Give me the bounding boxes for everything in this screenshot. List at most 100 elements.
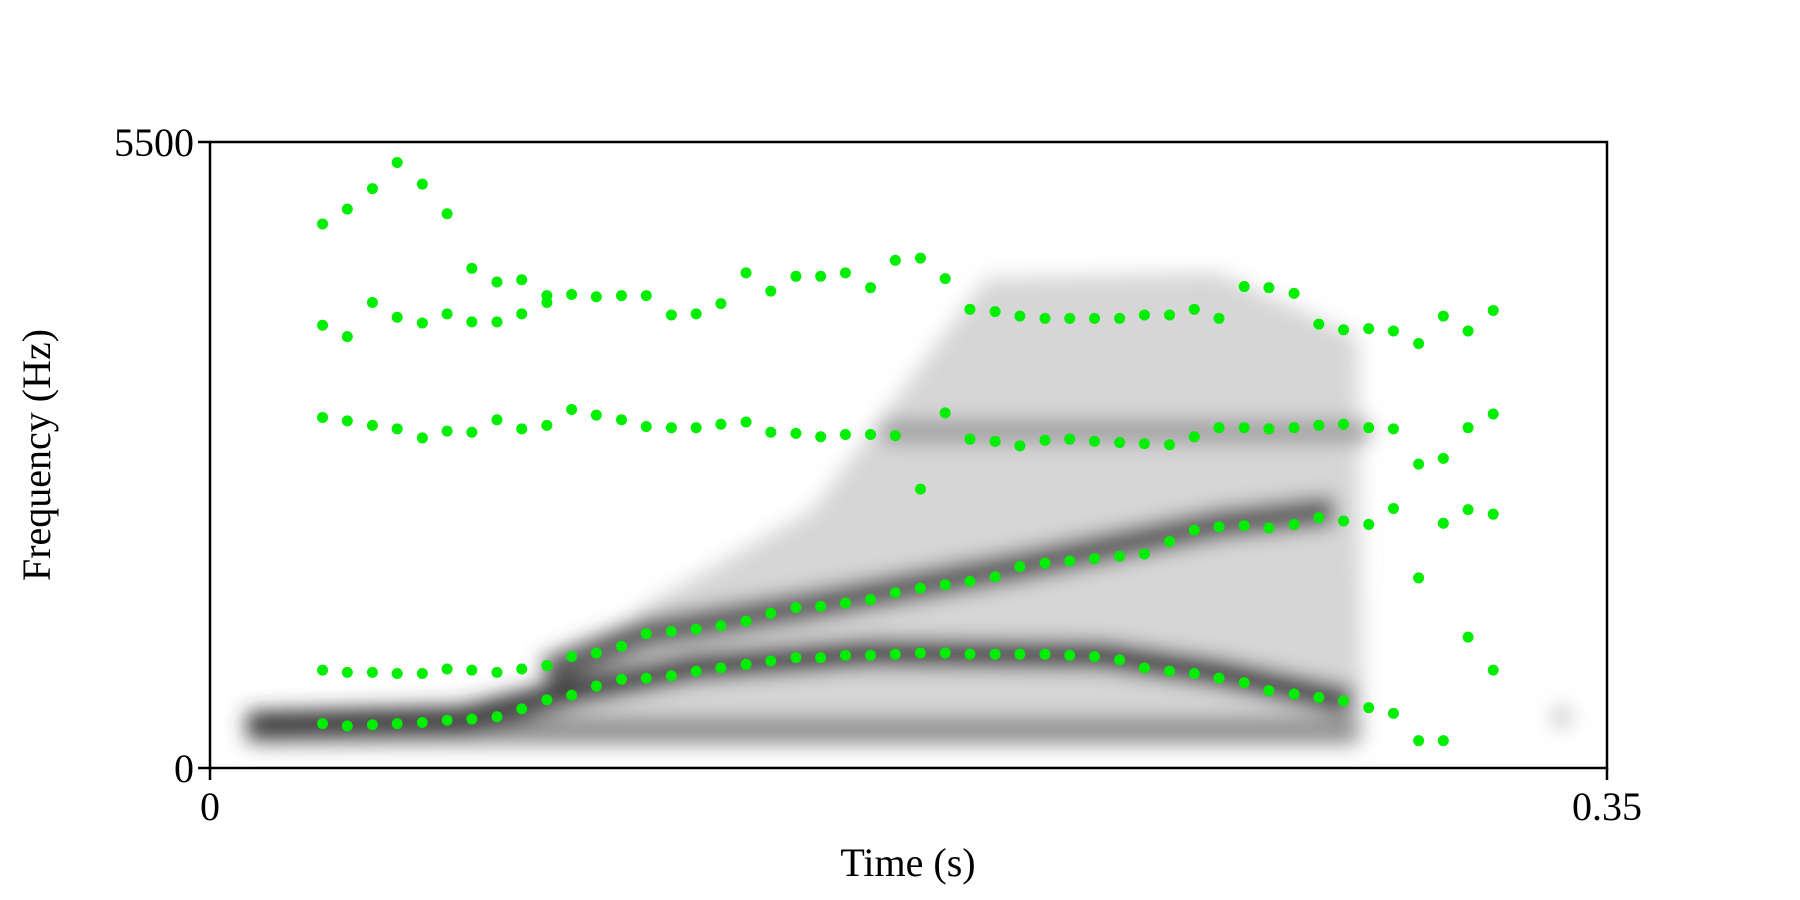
formant-point (1138, 438, 1150, 450)
formant-point (690, 623, 702, 635)
formant-point (939, 579, 951, 591)
formant-point (1213, 672, 1225, 684)
formant-point (640, 628, 652, 640)
formant-point (1114, 654, 1126, 666)
y-axis-label: Frequency (Hz) (14, 329, 59, 581)
formant-point (640, 672, 652, 684)
formant-point (964, 575, 976, 587)
formant-point (1313, 318, 1325, 330)
formant-point (889, 254, 901, 266)
formant-point (441, 714, 453, 726)
formant-point (1164, 665, 1176, 677)
formant-point (1089, 553, 1101, 565)
formant-point (1413, 735, 1425, 747)
formant-point (466, 316, 478, 328)
formant-point (491, 414, 503, 426)
formant-point (441, 308, 453, 320)
formant-point (1164, 536, 1176, 548)
formant-point (889, 587, 901, 599)
formant-point (1039, 557, 1051, 569)
formant-point (491, 666, 503, 678)
formant-point (1288, 688, 1300, 700)
x-tick-label: 0 (200, 784, 220, 829)
formant-point (914, 483, 926, 495)
formant-point (740, 416, 752, 428)
x-tick-label: 0.35 (1572, 784, 1642, 829)
formant-point (939, 273, 951, 285)
formant-point (1089, 312, 1101, 324)
formant-point (1238, 281, 1250, 293)
formant-point (1188, 303, 1200, 315)
formant-point (1462, 504, 1474, 516)
formant-point (1462, 422, 1474, 434)
formant-point (566, 403, 578, 415)
formant-point (1387, 502, 1399, 514)
formant-point (914, 647, 926, 659)
formant-point (964, 433, 976, 445)
formant-point (1138, 548, 1150, 560)
formant-point (566, 689, 578, 701)
formant-point (1437, 452, 1449, 464)
formant-point (341, 666, 353, 678)
formant-point (516, 308, 528, 320)
formant-point (1338, 695, 1350, 707)
formant-point (790, 602, 802, 614)
formant-point (889, 648, 901, 660)
formant-point (815, 431, 827, 443)
formant-point (1487, 508, 1499, 520)
formant-point (665, 309, 677, 321)
formant-point (790, 427, 802, 439)
formant-point (317, 319, 329, 331)
formant-point (541, 660, 553, 672)
formant-point (1213, 521, 1225, 533)
formant-point (1363, 518, 1375, 530)
formant-point (1338, 515, 1350, 527)
formant-point (391, 718, 403, 730)
formant-point (865, 594, 877, 606)
formant-point (1164, 439, 1176, 451)
formant-point (466, 713, 478, 725)
formant-point (839, 429, 851, 441)
formant-point (341, 415, 353, 427)
formant-point (914, 252, 926, 264)
formant-point (1313, 691, 1325, 703)
formant-point (516, 663, 528, 675)
formant-point (1413, 572, 1425, 584)
formant-point (1288, 422, 1300, 434)
formant-point (1188, 668, 1200, 680)
formant-point (790, 652, 802, 664)
formant-point (1263, 522, 1275, 534)
formant-point (1487, 304, 1499, 316)
formant-point (765, 285, 777, 297)
formant-point (1213, 422, 1225, 434)
formant-point (1114, 312, 1126, 324)
formant-point (839, 597, 851, 609)
formant-point (391, 156, 403, 168)
formant-point (590, 680, 602, 692)
formant-point (391, 668, 403, 680)
x-axis-label: Time (s) (840, 840, 975, 885)
formant-point (839, 649, 851, 661)
formant-point (416, 317, 428, 329)
formant-point (491, 711, 503, 723)
formant-point (865, 649, 877, 661)
formant-point (1039, 648, 1051, 660)
formant-point (1288, 518, 1300, 530)
formant-point (1387, 707, 1399, 719)
formant-point (1288, 287, 1300, 299)
formant-point (366, 183, 378, 195)
formant-point (366, 666, 378, 678)
formant-point (1064, 649, 1076, 661)
formant-point (1014, 561, 1026, 573)
formant-point (1263, 423, 1275, 435)
formant-point (989, 571, 1001, 583)
formant-point (765, 655, 777, 667)
formant-point (1213, 312, 1225, 324)
formant-point (1363, 702, 1375, 714)
formant-point (690, 308, 702, 320)
formant-point (715, 418, 727, 430)
formant-point (1437, 310, 1449, 322)
formant-point (491, 316, 503, 328)
formant-point (1238, 520, 1250, 532)
